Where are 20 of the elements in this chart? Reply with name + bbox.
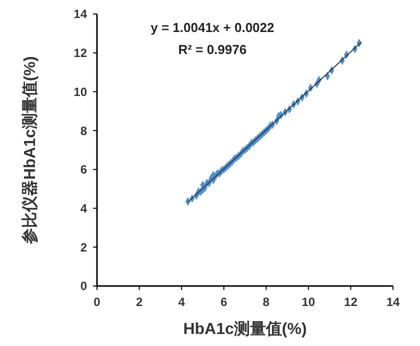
y-tick-label: 4	[80, 201, 88, 216]
x-tick-label: 14	[386, 295, 400, 309]
y-axis-title: 参比仪器HbA1c测量值(%)	[21, 56, 39, 245]
y-tick-label: 2	[80, 240, 88, 254]
y-tick-label: 0	[80, 279, 88, 294]
y-tick-label: 12	[74, 46, 88, 60]
x-tick-label: 2	[136, 295, 143, 309]
y-tick-label: 14	[74, 7, 88, 22]
x-tick-label: 8	[262, 295, 270, 309]
annotation: y = 1.0041x + 0.0022	[150, 20, 274, 35]
y-tick-label: 10	[74, 84, 88, 99]
x-tick-label: 12	[344, 295, 358, 309]
y-tick-label: 6	[80, 162, 88, 177]
annotation: R² = 0.9976	[178, 42, 247, 57]
y-tick-label: 8	[80, 124, 88, 138]
x-tick-label: 0	[94, 295, 101, 309]
x-tick-label: 4	[178, 295, 186, 309]
x-axis-title: HbA1c测量值(%)	[183, 320, 307, 338]
x-tick-label: 6	[220, 295, 228, 309]
x-tick-label: 10	[302, 295, 316, 309]
